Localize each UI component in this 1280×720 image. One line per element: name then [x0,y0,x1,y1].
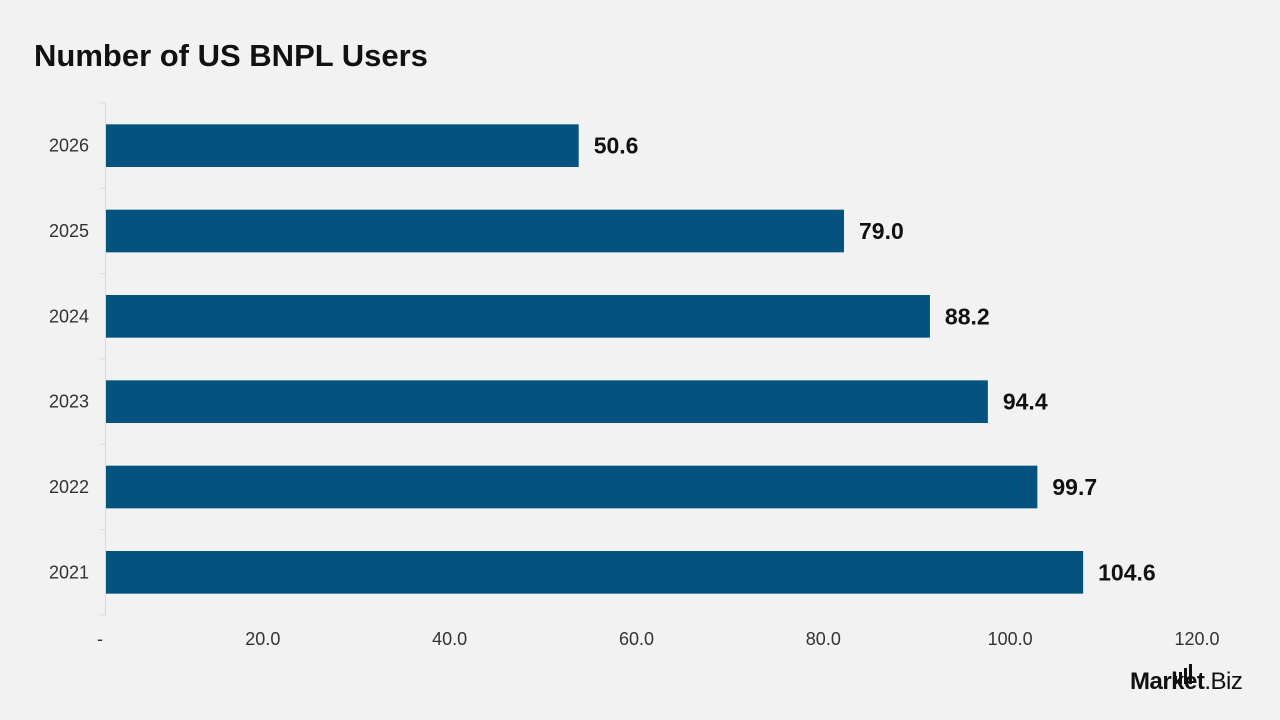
data-labels: 50.6 79.0 88.2 94.4 99.7 104.6 [594,133,1156,586]
category-label-2022: 2022 [49,477,89,497]
data-label-2021: 104.6 [1098,559,1156,585]
x-tick-label: - [97,629,103,649]
bar-2025 [106,209,844,253]
bar-2021 [106,551,1084,594]
logo-text-main: Market [1130,668,1205,695]
logo-text-suffix: .Biz [1204,668,1243,695]
category-labels: 2026 2025 2024 2023 2022 2021 [49,136,89,583]
x-tick-label: 20.0 [245,629,280,649]
bars [106,124,1084,594]
chart-title: Number of US BNPL Users [34,38,428,73]
bar-2024 [106,295,930,338]
data-label-2025: 79.0 [859,218,904,244]
bar-2023 [106,380,988,423]
data-label-2022: 99.7 [1052,474,1097,500]
bar-2026 [106,124,579,167]
logo-text: Market.Biz [1130,668,1243,696]
category-label-2023: 2023 [49,392,89,412]
data-label-2026: 50.6 [594,133,639,159]
logo-bars-icon [1174,664,1192,684]
x-tick-label: 80.0 [806,629,841,649]
data-label-2023: 94.4 [1003,389,1048,415]
x-tick-label: 100.0 [988,629,1033,649]
bar-2022 [106,465,1038,509]
brand-logo: Market.Biz [1130,664,1243,696]
x-axis-ticks: - 20.0 40.0 60.0 80.0 100.0 120.0 [97,629,1220,649]
category-label-2024: 2024 [49,306,89,326]
category-label-2026: 2026 [49,136,89,156]
data-label-2024: 88.2 [945,303,990,329]
y-axis [100,102,106,616]
category-label-2025: 2025 [49,221,89,241]
x-tick-label: 40.0 [432,629,467,649]
category-label-2021: 2021 [49,562,89,582]
x-tick-label: 120.0 [1174,629,1219,649]
x-tick-label: 60.0 [619,629,654,649]
